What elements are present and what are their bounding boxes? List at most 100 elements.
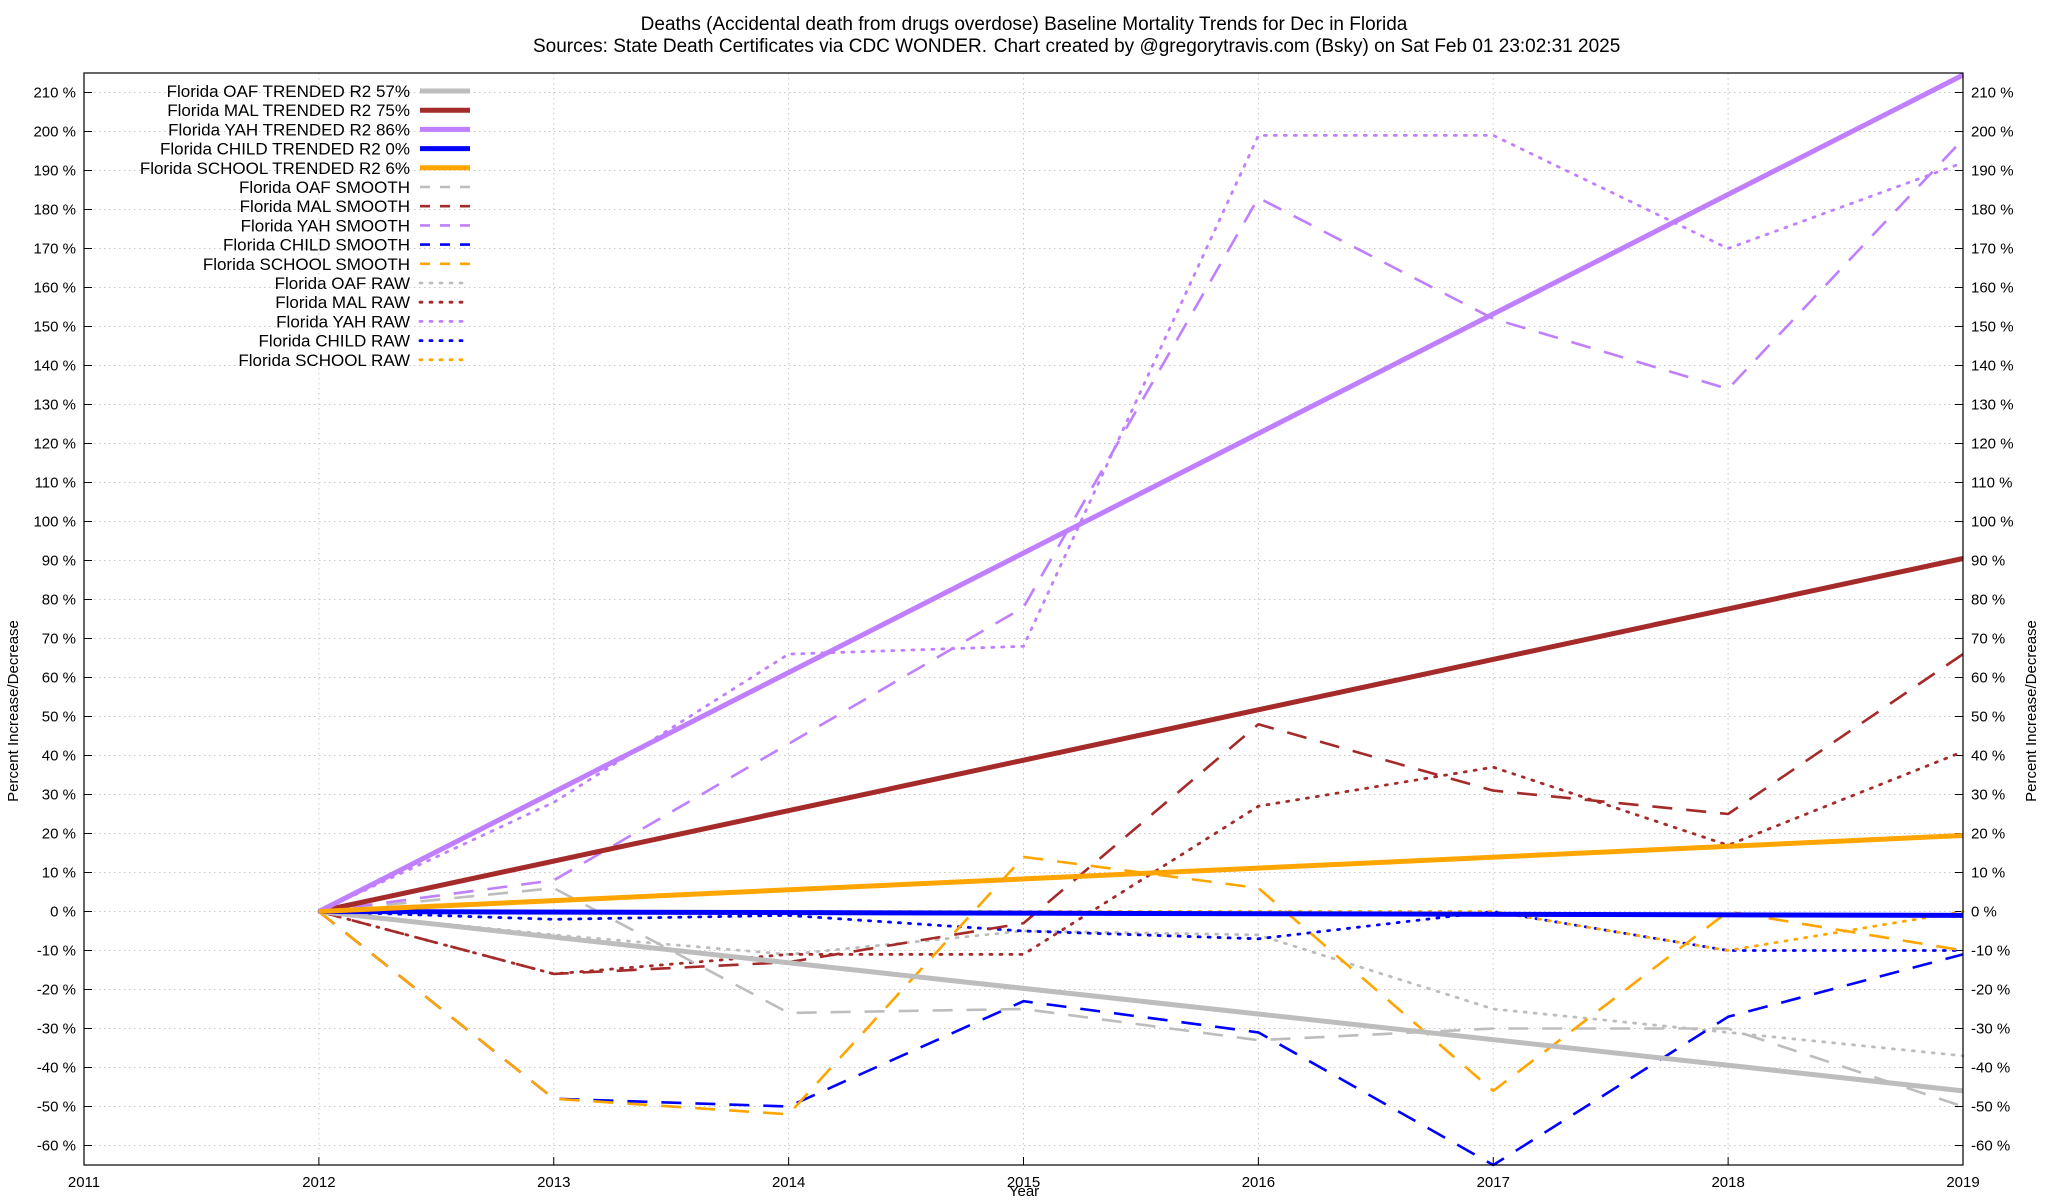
y-tick-label-left: 200 % (33, 124, 76, 141)
legend-label: Florida YAH SMOOTH (241, 216, 410, 235)
series-line-trend (318, 909, 1964, 918)
legend-label: Florida OAF RAW (275, 274, 410, 293)
legend: Florida OAF TRENDED R2 57%Florida MAL TR… (140, 82, 472, 370)
y-tick-label-right: -30 % (1971, 1021, 2010, 1038)
series-line-smooth (318, 886, 1964, 1108)
y-tick-label-right: 80 % (1971, 592, 2005, 609)
legend-label: Florida YAH RAW (276, 312, 410, 331)
y-tick-label-right: 90 % (1971, 553, 2005, 570)
x-tick-label: 2012 (302, 1174, 335, 1191)
y-tick-label-left: 120 % (33, 436, 76, 453)
x-tick-label: 2014 (772, 1174, 805, 1191)
y-tick-label-right: -60 % (1971, 1138, 2010, 1155)
y-tick-label-right: 70 % (1971, 631, 2005, 648)
y-tick-label-right: 0 % (1971, 904, 1997, 921)
y-tick-label-right: 150 % (1971, 319, 2014, 336)
y-tick-label-left: 0 % (50, 904, 76, 921)
y-tick-label-left: 150 % (33, 319, 76, 336)
y-tick-label-right: -40 % (1971, 1060, 2010, 1077)
chart-sources: Sources: State Death Certificates via CD… (533, 36, 987, 57)
x-tick-label: 2016 (1242, 1174, 1275, 1191)
y-tick-label-left: 70 % (42, 631, 76, 648)
x-tick-label: 2015 (1007, 1174, 1040, 1191)
x-axis-label: Year (1009, 1183, 1039, 1200)
y-tick-label-right: 20 % (1971, 826, 2005, 843)
y-tick-label-left: -20 % (37, 982, 76, 999)
y-axis-label-left: Percent Increase/Decrease (5, 620, 22, 802)
y-tick-label-right: 110 % (1971, 475, 2012, 492)
y-tick-label-right: -50 % (1971, 1099, 2010, 1116)
y-tick-label-left: 210 % (33, 85, 76, 102)
y-tick-label-right: 190 % (1971, 163, 2014, 180)
chart-title: Deaths (Accidental death from drugs over… (641, 14, 1408, 35)
x-tick-label: 2017 (1477, 1174, 1510, 1191)
y-tick-label-left: 40 % (42, 748, 76, 765)
legend-label: Florida CHILD SMOOTH (223, 236, 410, 255)
y-tick-label-left: 170 % (33, 241, 76, 258)
y-tick-label-left: 80 % (42, 592, 76, 609)
y-tick-label-right: 160 % (1971, 280, 2014, 297)
y-tick-label-right: 200 % (1971, 124, 2014, 141)
y-tick-label-right: -20 % (1971, 982, 2010, 999)
y-tick-label-left: 190 % (33, 163, 76, 180)
legend-label: Florida OAF SMOOTH (239, 178, 410, 197)
series-line-smooth (318, 653, 1964, 976)
y-tick-label-left: -50 % (37, 1099, 76, 1116)
x-tick-label: 2019 (1946, 1174, 1979, 1191)
legend-label: Florida CHILD RAW (259, 332, 410, 351)
legend-label: Florida CHILD TRENDED R2 0% (160, 140, 410, 159)
y-tick-label-left: 50 % (42, 709, 76, 726)
legend-label: Florida YAH TRENDED R2 86% (168, 120, 410, 139)
y-tick-label-right: 60 % (1971, 670, 2005, 687)
y-tick-label-right: 50 % (1971, 709, 2005, 726)
y-tick-label-right: 140 % (1971, 358, 2014, 375)
series-line-trend (317, 72, 1965, 914)
y-tick-label-right: 180 % (1971, 202, 2014, 219)
series-line-trend (318, 833, 1964, 914)
plot-border (83, 72, 1964, 1166)
y-tick-label-left: 130 % (33, 397, 76, 414)
y-tick-label-right: 100 % (1971, 514, 2014, 531)
y-tick-label-left: 20 % (42, 826, 76, 843)
y-tick-label-right: 10 % (1971, 865, 2005, 882)
x-tick-label: 2013 (537, 1174, 570, 1191)
tick-layer: 210 % 210 % 200 % 200 % 190 % 190 % 180 % 180 %… (33, 85, 2013, 1192)
y-tick-label-left: 30 % (42, 787, 76, 804)
series-layer (317, 72, 1965, 1167)
y-tick-label-left: 10 % (42, 865, 76, 882)
y-tick-label-right: 130 % (1971, 397, 2014, 414)
y-tick-label-left: -10 % (37, 943, 76, 960)
y-axis-label-right: Percent Increase/Decrease (2023, 620, 2040, 802)
y-tick-label-left: 90 % (42, 553, 76, 570)
y-tick-label-right: 170 % (1971, 241, 2014, 258)
series-line-smooth (318, 910, 1964, 1167)
series-line-smooth (318, 138, 1964, 913)
y-tick-label-right: 30 % (1971, 787, 2005, 804)
series-line-trend (318, 909, 1964, 1094)
legend-label: Florida MAL RAW (275, 293, 410, 312)
legend-label: Florida SCHOOL RAW (238, 351, 410, 370)
legend-label: Florida SCHOOL SMOOTH (203, 255, 410, 274)
y-tick-label-left: 180 % (33, 202, 76, 219)
x-tick-label: 2018 (1711, 1174, 1744, 1191)
y-tick-label-right: 40 % (1971, 748, 2005, 765)
y-tick-label-left: -30 % (37, 1021, 76, 1038)
y-tick-label-left: 160 % (33, 280, 76, 297)
series-line-raw (317, 910, 1965, 952)
y-tick-label-left: 60 % (42, 670, 76, 687)
series-line-raw (317, 133, 1965, 913)
y-tick-label-right: 210 % (1971, 85, 2014, 102)
y-tick-label-right: 120 % (1971, 436, 2014, 453)
y-tick-label-left: 110 % (35, 475, 76, 492)
series-line-trend (318, 556, 1964, 914)
legend-label: Florida MAL TRENDED R2 75% (167, 101, 410, 120)
legend-label: Florida MAL SMOOTH (240, 197, 410, 216)
y-tick-label-left: 100 % (33, 514, 76, 531)
y-tick-label-left: -40 % (37, 1060, 76, 1077)
legend-label: Florida SCHOOL TRENDED R2 6% (140, 159, 410, 178)
chart-credit: Chart created by @gregorytravis.com (Bsk… (994, 36, 1621, 57)
x-tick-label: 2011 (68, 1174, 100, 1191)
y-tick-label-right: -10 % (1971, 943, 2010, 960)
